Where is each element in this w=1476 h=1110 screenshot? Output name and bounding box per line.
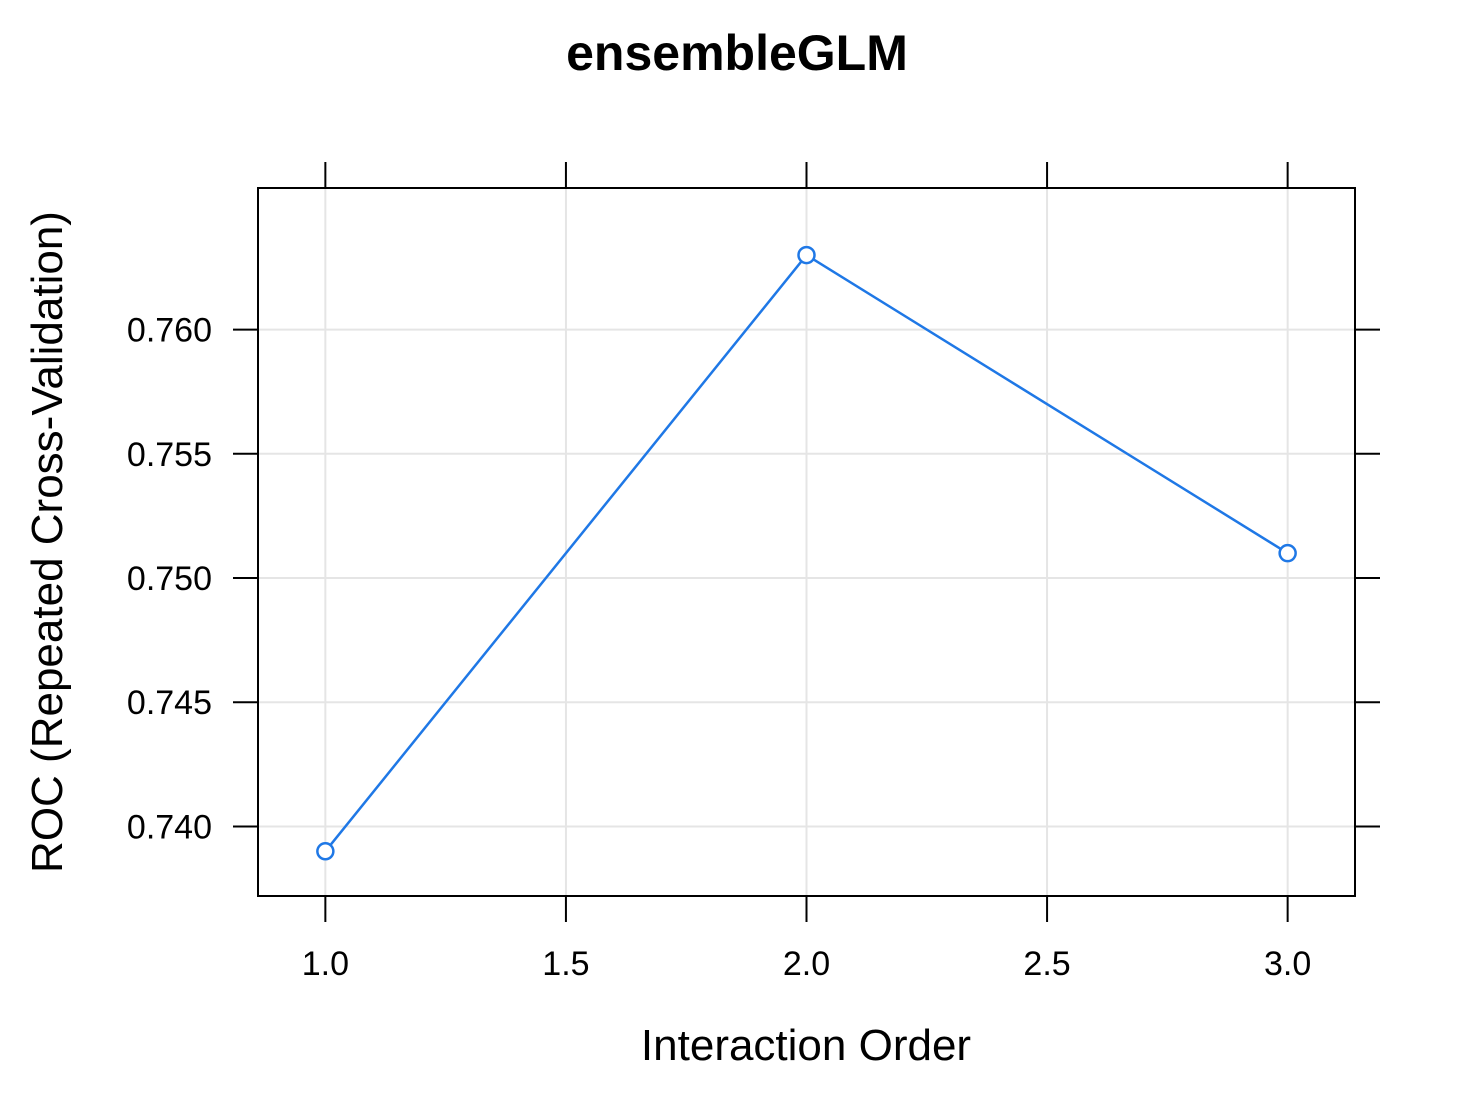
y-tick-label: 0.740: [127, 808, 212, 846]
x-tick-label: 2.0: [783, 945, 830, 983]
x-tick-label: 2.5: [1023, 945, 1070, 983]
series-layer: [316, 245, 1297, 861]
x-axis-label: Interaction Order: [641, 1021, 971, 1070]
data-point: [1278, 543, 1297, 563]
grid-lines: [258, 188, 1355, 896]
y-axis-label: ROC (Repeated Cross-Validation): [23, 211, 72, 873]
data-point: [797, 245, 816, 265]
x-tick-label: 1.5: [542, 945, 589, 983]
x-tick-label: 1.0: [302, 945, 349, 983]
y-tick-label: 0.755: [127, 436, 212, 474]
axis-ticks: 1.0 1.5 2.0 2.5 3.0 0.740 0.745 0.750 0.755 0.760: [127, 162, 1380, 983]
y-tick-label: 0.760: [127, 312, 212, 350]
chart-title: ensembleGLM: [566, 25, 908, 81]
y-tick-label: 0.750: [127, 560, 212, 598]
y-tick-label: 0.745: [127, 684, 212, 722]
x-tick-label: 3.0: [1264, 945, 1311, 983]
data-point: [316, 842, 335, 861]
